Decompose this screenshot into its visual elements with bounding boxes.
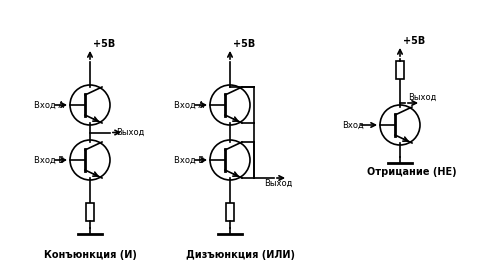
Bar bbox=[226, 203, 234, 221]
Bar bbox=[396, 61, 404, 79]
Text: Конъюнкция (И): Конъюнкция (И) bbox=[44, 250, 136, 260]
Text: +5В: +5В bbox=[233, 39, 255, 49]
Text: Дизъюнкция (ИЛИ): Дизъюнкция (ИЛИ) bbox=[185, 250, 295, 260]
Text: Выход: Выход bbox=[408, 93, 436, 102]
Text: Вход В: Вход В bbox=[34, 156, 64, 165]
Text: +5В: +5В bbox=[403, 36, 425, 46]
Bar bbox=[86, 203, 94, 221]
Text: Выход: Выход bbox=[116, 127, 144, 137]
Text: Вход А: Вход А bbox=[34, 101, 64, 110]
Text: +5В: +5В bbox=[93, 39, 115, 49]
Text: Вход: Вход bbox=[342, 121, 364, 130]
Text: Вход А: Вход А bbox=[174, 101, 204, 110]
Text: Выход: Выход bbox=[264, 179, 292, 188]
Text: Отрицание (НЕ): Отрицание (НЕ) bbox=[367, 167, 457, 177]
Text: Вход В: Вход В bbox=[174, 156, 204, 165]
